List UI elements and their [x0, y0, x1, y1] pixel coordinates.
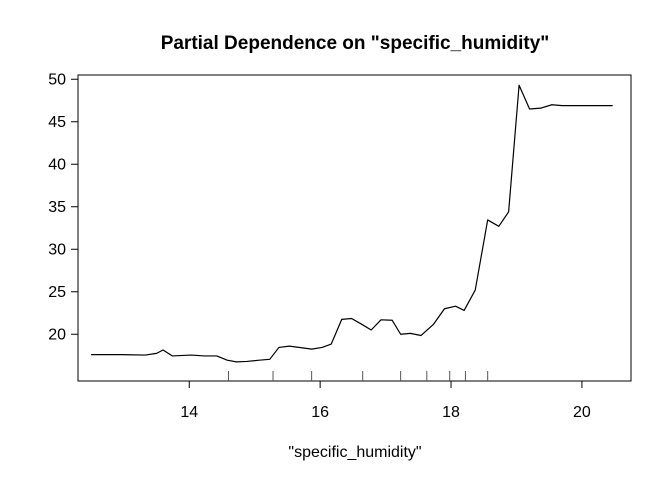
y-tick-label-25: 25 [48, 284, 66, 301]
series-line-0 [91, 85, 613, 362]
x-tick-label-14: 14 [180, 404, 198, 421]
rug-marks [229, 371, 488, 381]
y-tick-label-50: 50 [48, 71, 66, 88]
y-tick-label-30: 30 [48, 241, 66, 258]
y-tick-label-40: 40 [48, 156, 66, 173]
x-axis: 14 16 18 20 [180, 381, 591, 421]
x-tick-label-16: 16 [311, 404, 329, 421]
y-tick-label-20: 20 [48, 326, 66, 343]
chart-title: Partial Dependence on "specific_humidity… [161, 33, 550, 54]
y-axis: 20 25 30 35 40 45 50 [48, 71, 78, 343]
x-tick-label-20: 20 [573, 404, 591, 421]
series-group [91, 85, 613, 362]
plot-frame [78, 75, 631, 381]
x-tick-label-18: 18 [442, 404, 460, 421]
y-tick-label-35: 35 [48, 199, 66, 216]
y-tick-label-45: 45 [48, 114, 66, 131]
x-axis-title: "specific_humidity" [288, 444, 421, 461]
